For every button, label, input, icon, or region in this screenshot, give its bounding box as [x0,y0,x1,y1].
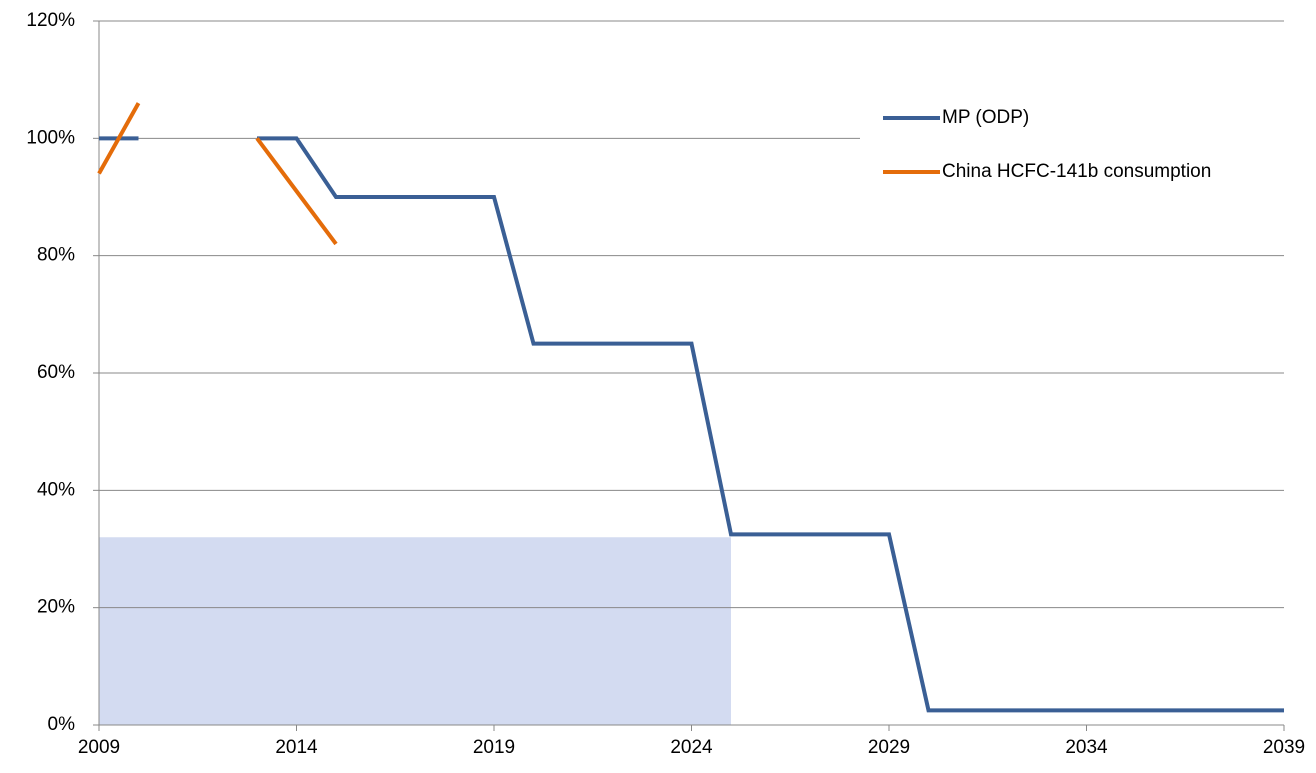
x-tick-label: 2039 [1263,737,1305,758]
y-tick-label: 40% [37,479,75,500]
y-tick-label: 20% [37,597,75,618]
x-tick-label: 2024 [670,737,713,758]
y-tick-label: 120% [26,10,75,31]
series-line [97,102,338,246]
legend-label: MP (ODP) [942,107,1029,128]
y-tick-label: 60% [37,362,75,383]
legend-label: China HCFC-141b consumption [942,161,1211,182]
x-tick-label: 2014 [275,737,318,758]
x-tick-label: 2029 [868,737,910,758]
y-tick-label: 100% [26,127,75,148]
x-tick-label: 2019 [473,737,515,758]
x-tick-label: 2009 [78,737,120,758]
legend-box [860,95,1290,205]
x-tick-label: 2034 [1065,737,1108,758]
y-tick-label: 0% [48,714,76,735]
shaded-area [99,537,731,725]
y-tick-label: 80% [37,245,75,266]
